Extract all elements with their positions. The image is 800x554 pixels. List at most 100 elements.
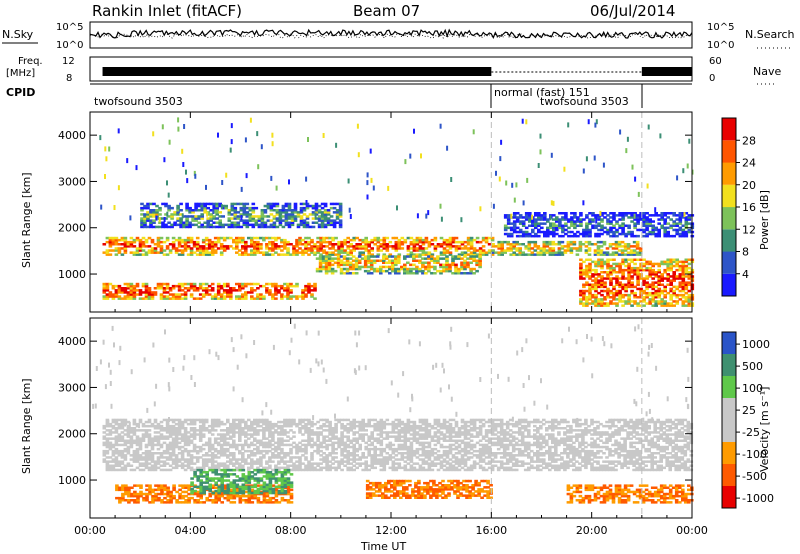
data-cell	[391, 466, 396, 470]
data-cell	[247, 424, 251, 428]
data-cell	[328, 454, 332, 457]
data-cell	[678, 228, 683, 232]
data-cell	[642, 300, 646, 303]
data-cell	[585, 302, 589, 305]
data-cell	[180, 297, 185, 300]
data-cell	[591, 285, 595, 289]
data-cell	[606, 218, 610, 221]
data-cell	[135, 456, 140, 459]
data-cell	[144, 460, 149, 463]
data-cell	[244, 293, 248, 296]
data-cell	[236, 202, 241, 206]
data-cell	[343, 435, 347, 438]
data-cell	[183, 427, 188, 430]
data-cell	[219, 236, 224, 240]
data-cell	[582, 285, 586, 289]
data-cell	[588, 268, 592, 272]
data-cell	[138, 420, 143, 424]
data-cell	[180, 458, 185, 461]
data-cell	[298, 420, 302, 424]
data-cell	[605, 247, 610, 250]
data-cell	[144, 458, 149, 461]
data-cell	[681, 273, 686, 276]
data-cell	[528, 220, 532, 223]
data-cell	[388, 458, 393, 461]
data-cell	[292, 464, 296, 467]
data-cell	[379, 449, 384, 453]
data-cell	[367, 452, 371, 455]
data-cell	[352, 454, 356, 457]
data-cell	[147, 437, 152, 440]
data-cell	[675, 293, 679, 297]
data-cell	[292, 441, 296, 445]
data-cell	[152, 219, 156, 222]
data-cell	[600, 224, 604, 227]
data-cell	[329, 202, 334, 206]
data-cell	[238, 253, 242, 256]
data-cell	[201, 240, 206, 244]
data-cell	[615, 230, 619, 234]
data-cell	[666, 216, 670, 219]
data-cell	[537, 222, 541, 225]
data-cell	[379, 418, 384, 422]
data-cell	[322, 238, 326, 242]
data-cell	[340, 447, 344, 451]
data-cell	[156, 427, 161, 430]
freq-trace	[102, 67, 692, 76]
data-cell	[660, 302, 664, 305]
data-cell	[548, 243, 553, 246]
data-cell	[162, 297, 167, 300]
data-cell	[524, 212, 529, 215]
data-cell	[260, 225, 265, 229]
data-cell	[620, 249, 625, 252]
scatter-cell	[439, 203, 442, 209]
data-cell	[144, 466, 149, 470]
data-cell	[245, 211, 250, 214]
data-cell	[391, 443, 396, 447]
data-cell	[403, 468, 408, 472]
data-cell	[623, 253, 628, 256]
colorbar-segment	[722, 184, 736, 208]
scatter-cell	[230, 139, 233, 145]
data-cell	[463, 261, 467, 264]
data-cell	[621, 222, 625, 225]
data-cell	[639, 296, 643, 299]
data-cell	[584, 240, 589, 244]
data-cell	[364, 441, 368, 445]
data-cell	[684, 296, 689, 299]
data-cell	[454, 245, 459, 248]
data-cell	[630, 300, 634, 303]
data-cell	[400, 456, 405, 459]
data-cell	[633, 300, 637, 303]
data-cell	[579, 273, 583, 276]
data-cell	[210, 433, 215, 436]
data-cell	[186, 289, 191, 292]
data-cell	[250, 249, 254, 252]
data-cell	[283, 238, 287, 242]
data-cell	[569, 251, 574, 254]
data-cell	[370, 424, 374, 428]
data-cell	[603, 262, 607, 266]
data-cell	[274, 445, 278, 449]
data-cell	[497, 247, 501, 250]
data-cell	[105, 295, 110, 298]
data-cell	[144, 295, 149, 298]
data-cell	[295, 422, 299, 426]
data-cell	[102, 458, 107, 461]
data-cell	[286, 422, 290, 426]
data-cell	[123, 247, 128, 250]
scatter-cell	[425, 213, 428, 219]
data-cell	[283, 462, 287, 465]
data-cell	[506, 240, 510, 244]
data-cell	[597, 302, 601, 305]
data-cell	[253, 418, 257, 422]
data-cell	[183, 443, 188, 447]
data-cell	[370, 435, 374, 438]
data-cell	[557, 247, 562, 250]
data-cell	[445, 249, 450, 252]
data-cell	[427, 255, 431, 258]
data-cell	[253, 431, 257, 434]
data-cell	[551, 249, 556, 252]
data-cell	[105, 437, 110, 440]
data-cell	[245, 202, 250, 206]
